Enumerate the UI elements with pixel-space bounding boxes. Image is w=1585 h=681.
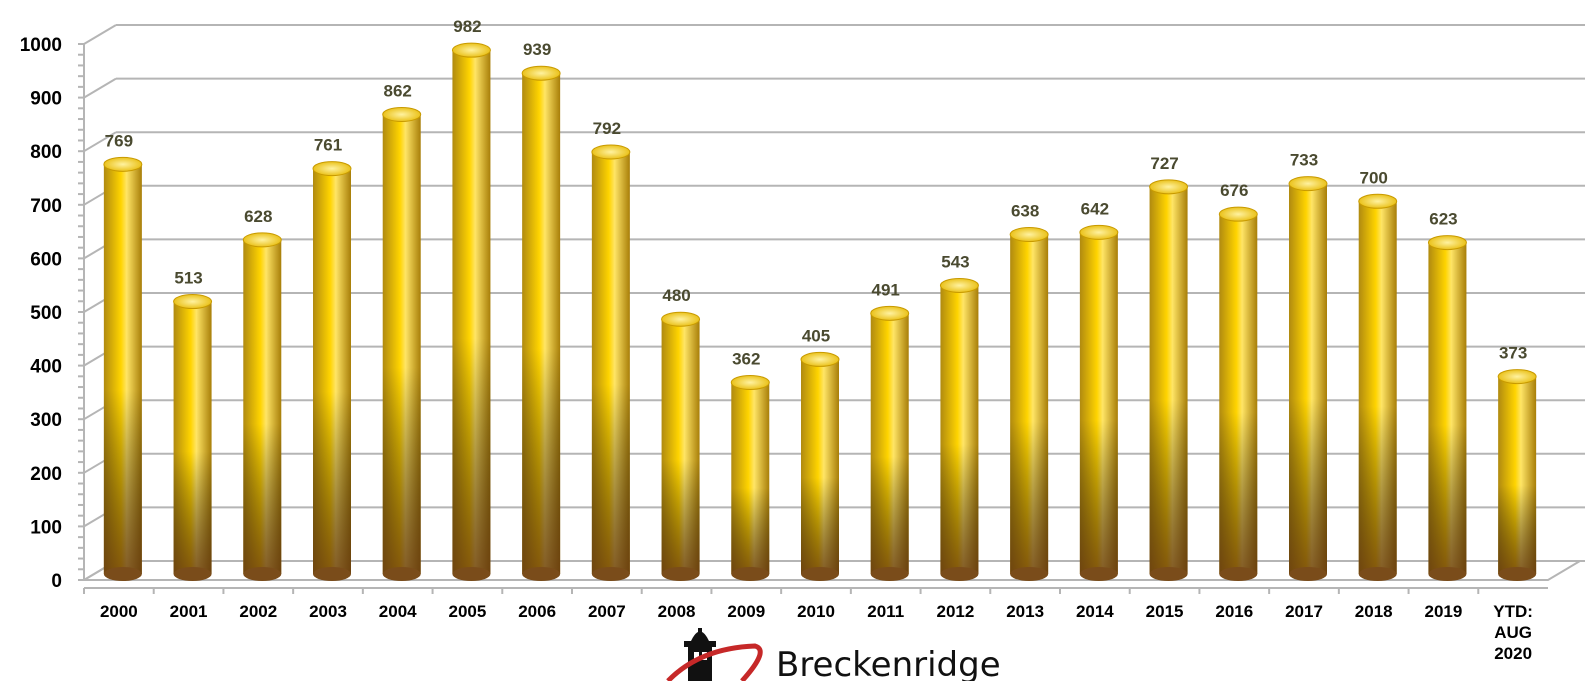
y-tick-label: 0 [51, 571, 62, 592]
data-label: 642 [1081, 199, 1109, 218]
data-label: 769 [105, 131, 133, 150]
data-label: 362 [732, 349, 760, 368]
x-tick-label: 2014 [1076, 602, 1114, 621]
x-tick-label: 2009 [727, 602, 765, 621]
data-label: 628 [244, 207, 272, 226]
y-axis: 0 100 200 300 400 500 600 700 800 900 1000 [20, 35, 85, 592]
bar [103, 156, 143, 581]
data-label: 939 [523, 40, 551, 59]
x-axis: 2000 2001 2002 2003 2004 2005 2006 2007 2008 2009… [83, 587, 1548, 663]
bar [870, 305, 910, 581]
bar [1149, 179, 1189, 581]
bar [382, 106, 422, 581]
x-tick-label: 2008 [658, 602, 696, 621]
swoosh-icon [666, 643, 763, 681]
x-tick-label: 2018 [1355, 602, 1393, 621]
data-label: 761 [314, 136, 342, 155]
bar [1497, 369, 1537, 581]
x-tick-label: 2004 [379, 602, 417, 621]
data-label: 792 [593, 119, 621, 138]
bar [312, 161, 352, 581]
x-tick-label: 2010 [797, 602, 835, 621]
bar [1079, 224, 1119, 581]
y-tick-label: 300 [30, 410, 62, 431]
x-tick-label: 2012 [937, 602, 975, 621]
data-label: 727 [1150, 154, 1178, 173]
bar [730, 374, 770, 581]
data-label: 480 [662, 286, 690, 305]
bar [242, 232, 282, 581]
x-tick-label: 2003 [309, 602, 347, 621]
bar [173, 294, 213, 581]
bar [591, 144, 631, 581]
gridline-wall [83, 24, 117, 45]
x-tick-label: 2019 [1425, 602, 1463, 621]
data-label: 700 [1360, 168, 1388, 187]
y-tick-label: 200 [30, 464, 62, 485]
data-label: 405 [802, 326, 830, 345]
breckenridge-logo: Breckenridge [666, 628, 1001, 681]
bar [800, 351, 840, 581]
bar [939, 277, 979, 581]
gridline-wall [83, 77, 117, 99]
data-label: 623 [1429, 210, 1457, 229]
bar [451, 42, 491, 581]
y-tick-label: 600 [30, 249, 62, 270]
x-tick-label: 2005 [449, 602, 487, 621]
x-tick-label: 2000 [100, 602, 138, 621]
y-tick-label: 500 [30, 303, 62, 324]
data-label: 491 [872, 280, 900, 299]
bar [1427, 235, 1467, 581]
x-tick-label: YTD: AUG 2020 [1493, 602, 1533, 663]
bar [1358, 193, 1398, 581]
y-tick-label: 700 [30, 196, 62, 217]
x-tick-label: 2001 [170, 602, 208, 621]
gridline-wall [83, 131, 117, 153]
bar [1288, 176, 1328, 581]
data-label: 676 [1220, 181, 1248, 200]
data-label: 733 [1290, 151, 1318, 170]
x-tick-label: 2016 [1215, 602, 1253, 621]
y-tick-label: 1000 [20, 35, 62, 56]
data-label: 862 [384, 81, 412, 100]
bar [1218, 206, 1258, 581]
logo-text: Breckenridge [776, 645, 1001, 681]
data-label: 543 [941, 252, 969, 271]
data-label: 638 [1011, 202, 1039, 221]
bar-series [103, 42, 1537, 581]
x-tick-label: 2002 [239, 602, 277, 621]
data-label: 513 [174, 269, 202, 288]
y-tick-label: 100 [30, 517, 62, 538]
x-tick-label: 2006 [518, 602, 556, 621]
y-tick-label: 800 [30, 142, 62, 163]
x-tick-label: 2015 [1146, 602, 1184, 621]
data-labels: 769 513 628 761 862 982 939 792 480 362 405 491 543 6… [105, 17, 1528, 368]
bar [521, 65, 561, 581]
x-tick-label: 2011 [867, 602, 904, 621]
y-tick-label: 900 [30, 89, 62, 110]
y-tick-label: 400 [30, 357, 62, 378]
bar [1009, 227, 1049, 581]
data-label: 982 [453, 17, 481, 36]
data-label: 373 [1499, 344, 1527, 363]
x-tick-label: 2017 [1285, 602, 1323, 621]
x-tick-label: 2013 [1006, 602, 1044, 621]
x-tick-label: 2007 [588, 602, 626, 621]
bar [661, 311, 701, 581]
